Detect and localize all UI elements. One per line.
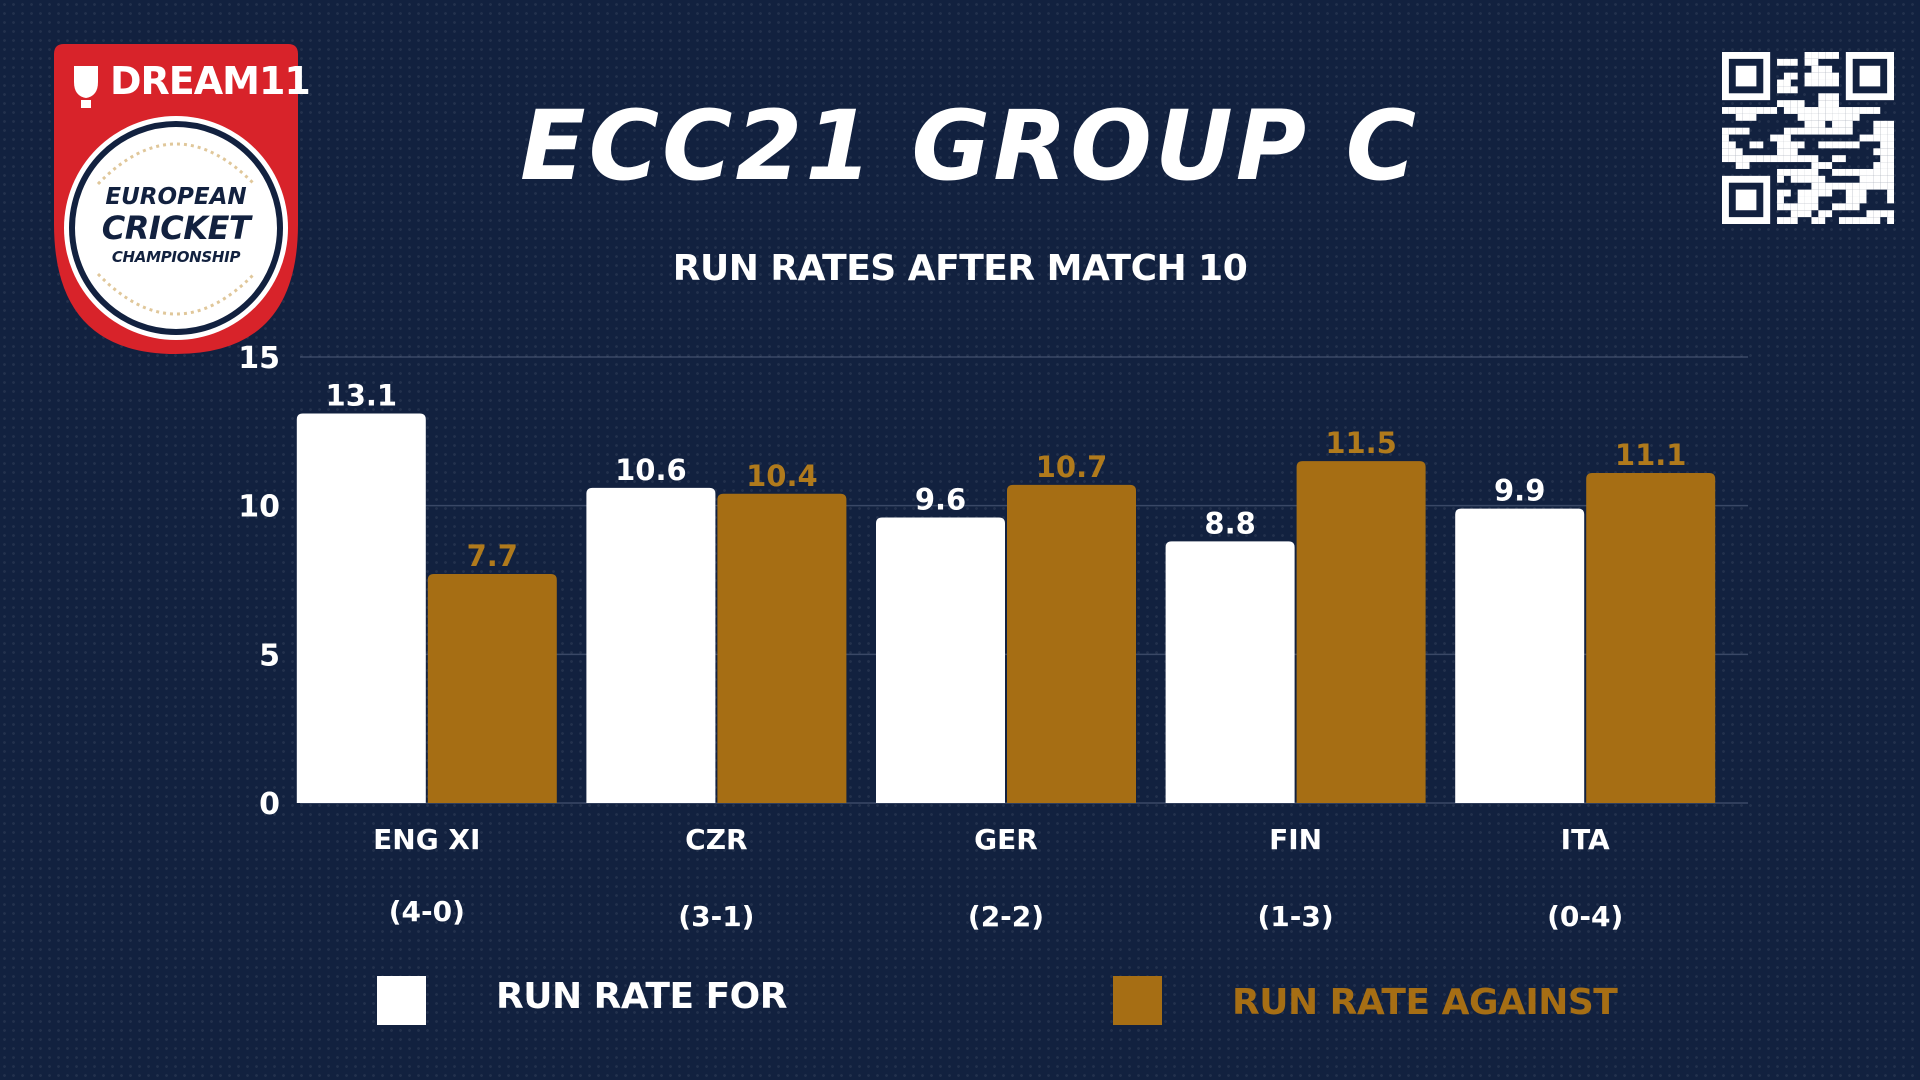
data-label-for: 10.6 bbox=[615, 453, 687, 487]
x-tick-label: CZR bbox=[685, 823, 748, 856]
x-tick-label: ENG XI bbox=[373, 823, 481, 856]
logo-badge-shape bbox=[54, 44, 298, 354]
page-title: ECC21 GROUP C bbox=[520, 90, 1420, 202]
team-record-label: (1-3) bbox=[1257, 900, 1334, 933]
bar-run-rate-for bbox=[586, 487, 716, 803]
legend-label-for: RUN RATE FOR bbox=[496, 976, 788, 1017]
team-record-label: (4-0) bbox=[388, 895, 465, 928]
bar-run-rate-for bbox=[296, 413, 426, 803]
x-tick-label: ITA bbox=[1560, 823, 1610, 856]
bar-run-rate-against bbox=[427, 574, 557, 803]
data-label-against: 7.7 bbox=[467, 539, 518, 573]
data-label-for: 9.9 bbox=[1494, 474, 1545, 508]
bar-run-rate-against bbox=[1296, 461, 1426, 803]
legend-label-against: RUN RATE AGAINST bbox=[1232, 982, 1618, 1023]
data-label-for: 13.1 bbox=[326, 378, 398, 412]
x-tick-label: FIN bbox=[1269, 823, 1323, 856]
y-tick-label: 10 bbox=[238, 490, 280, 525]
y-tick-label: 15 bbox=[238, 341, 280, 376]
bar-run-rate-against bbox=[717, 493, 847, 803]
data-label-against: 10.4 bbox=[746, 459, 818, 493]
x-tick-label: GER bbox=[974, 823, 1038, 856]
logo-brand-text: DREAM11 bbox=[110, 59, 311, 103]
data-label-for: 8.8 bbox=[1204, 506, 1255, 540]
team-record-label: (3-1) bbox=[678, 900, 755, 933]
qr-code-graphic bbox=[1722, 52, 1894, 224]
team-record-label: (0-4) bbox=[1547, 900, 1624, 933]
team-record-label: (2-2) bbox=[967, 900, 1045, 933]
bar-run-rate-against bbox=[1586, 472, 1716, 803]
data-label-against: 11.1 bbox=[1615, 438, 1687, 472]
logo-line-european: EUROPEAN bbox=[105, 184, 247, 210]
legend-swatch-against bbox=[1113, 976, 1162, 1025]
data-label-against: 10.7 bbox=[1036, 450, 1108, 484]
dream11-ecc-logo: DREAM11 EUROPEAN CRICKET CHAMPIONSHIP bbox=[48, 44, 311, 359]
bar-run-rate-for bbox=[1455, 508, 1585, 803]
y-tick-label: 5 bbox=[259, 638, 280, 673]
legend-swatch-for bbox=[377, 976, 426, 1025]
bar-run-rate-against bbox=[1007, 484, 1136, 803]
logo-line-cricket: CRICKET bbox=[101, 209, 251, 247]
logo-line-championship: CHAMPIONSHIP bbox=[111, 248, 241, 266]
bar-run-rate-for bbox=[1165, 541, 1295, 803]
data-label-for: 9.6 bbox=[915, 483, 966, 517]
qr-code-icon[interactable] bbox=[1722, 52, 1894, 224]
data-label-against: 11.5 bbox=[1325, 426, 1397, 460]
bar-run-rate-for bbox=[876, 517, 1005, 803]
chart-title: RUN RATES AFTER MATCH 10 bbox=[672, 248, 1248, 289]
y-tick-label: 0 bbox=[259, 787, 280, 822]
